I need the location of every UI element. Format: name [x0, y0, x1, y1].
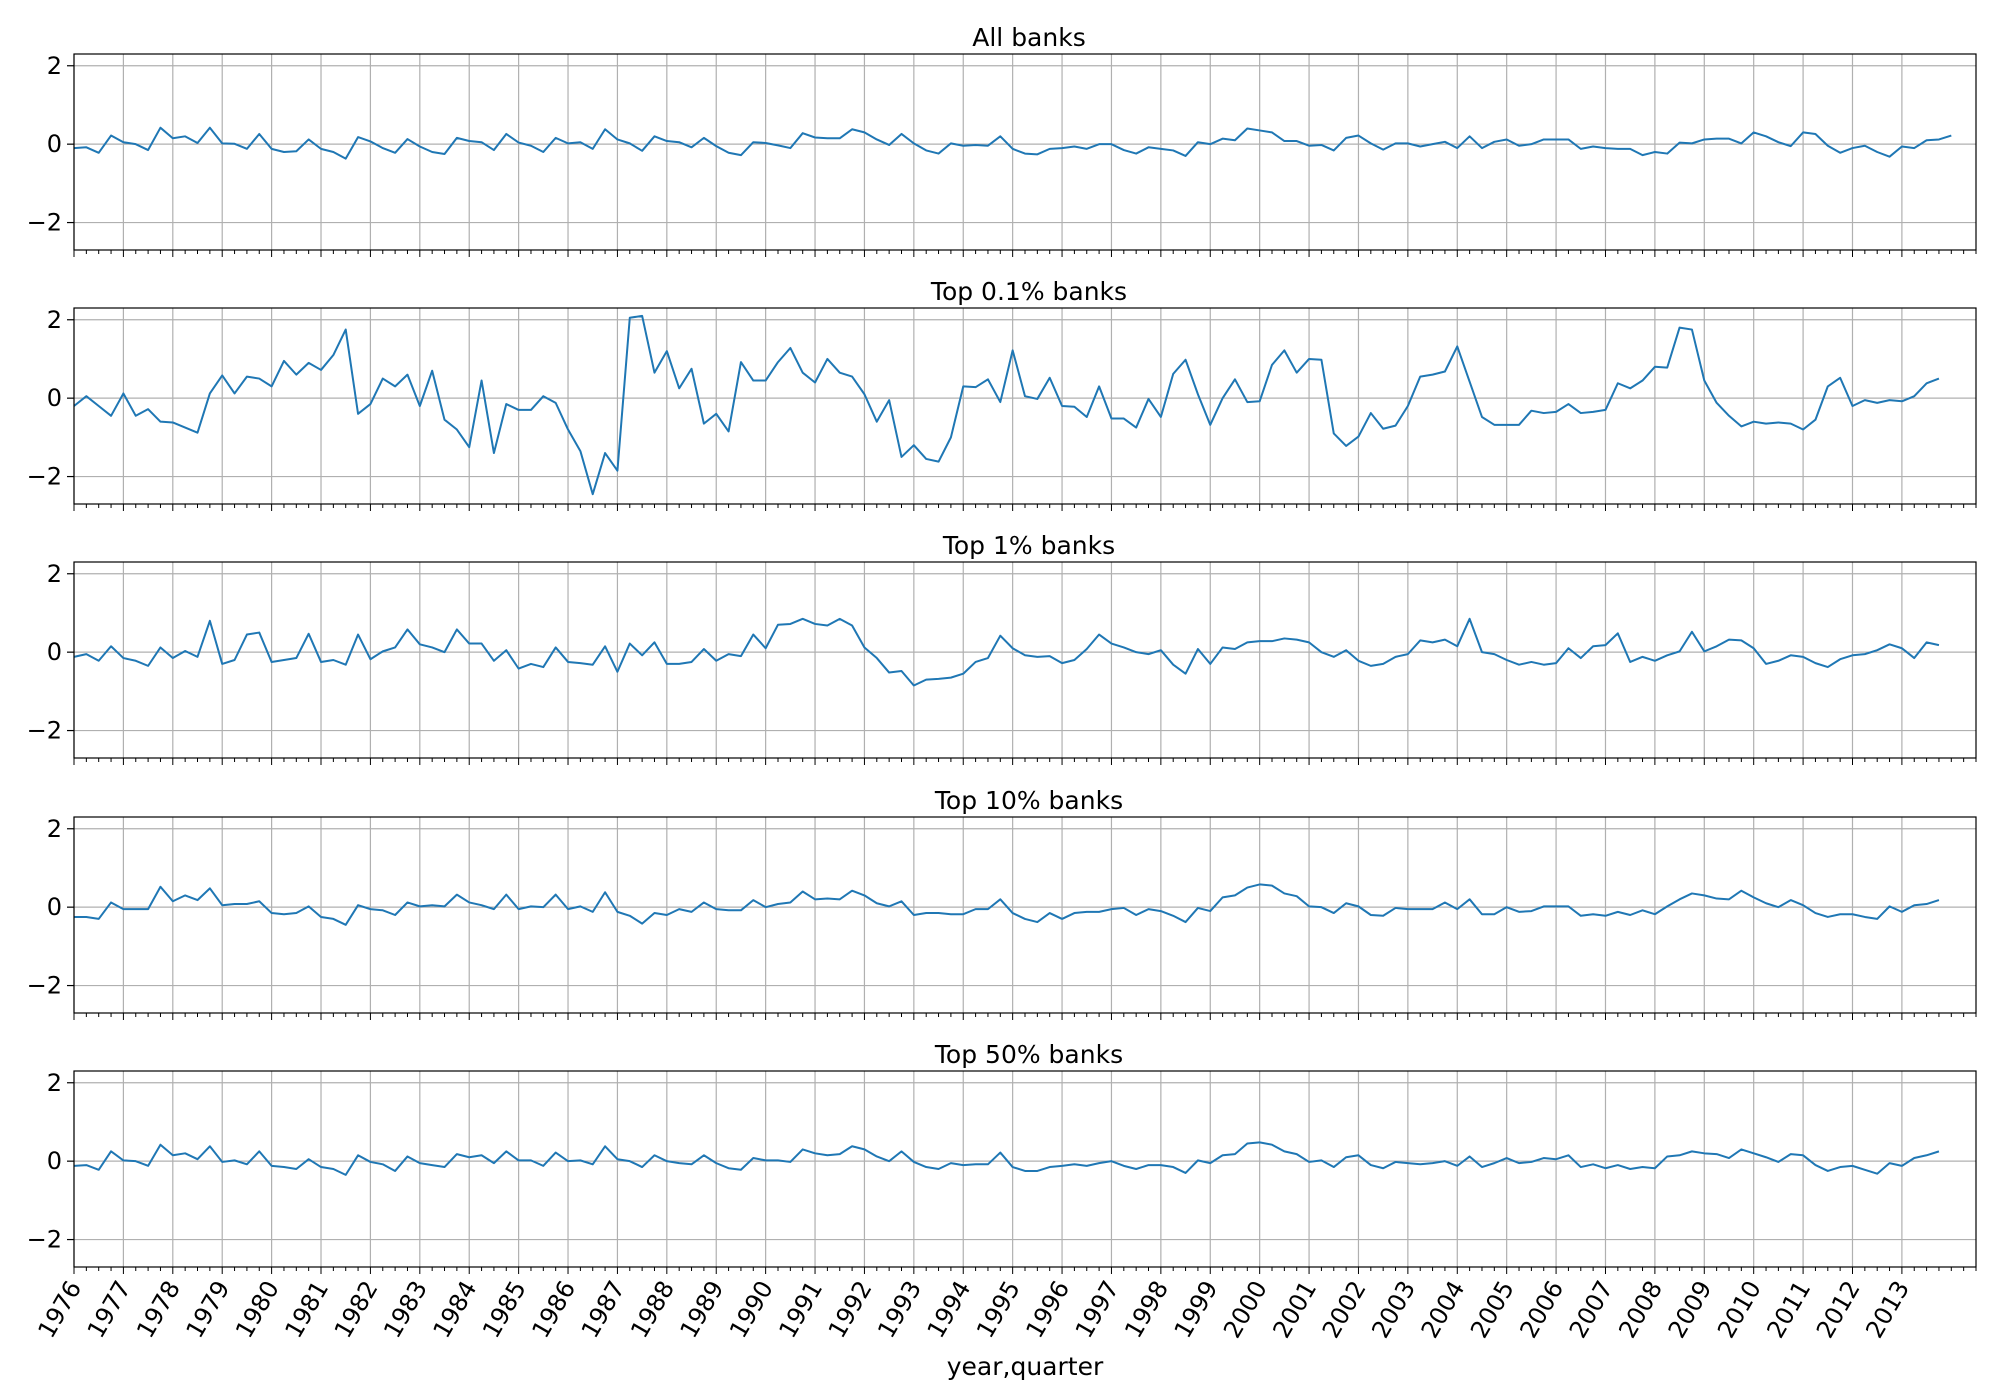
panel-title: Top 1% banks: [942, 531, 1115, 560]
y-tick-label: 0: [47, 130, 62, 158]
y-tick-label: 0: [47, 893, 62, 921]
y-tick-label: 2: [47, 52, 62, 80]
panels: −2 0 2 All banks −2 0 2 Top 0.1% banks −2 0 2 Top 1…: [27, 23, 1977, 1274]
series-line: [74, 883, 1940, 926]
panel-frame: [73, 307, 1977, 505]
panel-frame: [73, 53, 1977, 251]
series-line: [73, 126, 1952, 160]
y-tick-label: 2: [47, 1069, 62, 1097]
y-tick-label: −2: [27, 717, 62, 745]
y-tick-label: −2: [27, 1226, 62, 1254]
series-line: [73, 1141, 1940, 1176]
y-tick-label: 0: [47, 384, 62, 412]
y-tick-label: −2: [27, 463, 62, 491]
panel: −2 0 2 Top 0.1% banks: [27, 277, 1977, 511]
panel: −2 0 2 Top 1% banks: [27, 531, 1977, 765]
panel-title: Top 50% banks: [934, 1040, 1123, 1069]
x-axis-label: year,quarter: [947, 1352, 1104, 1381]
y-tick-label: 2: [47, 306, 62, 334]
y-tick-label: −2: [27, 972, 62, 1000]
panel: −2 0 2 Top 10% banks: [27, 786, 1977, 1020]
y-tick-label: 0: [47, 638, 62, 666]
panel-frame: [73, 561, 1977, 759]
y-tick-label: 2: [47, 815, 62, 843]
panel-frame: [73, 1070, 1977, 1268]
panel-title: Top 0.1% banks: [930, 277, 1127, 306]
panel-frame: [73, 816, 1977, 1014]
panel-title: Top 10% banks: [934, 786, 1123, 815]
y-tick-label: −2: [27, 209, 62, 237]
y-tick-label: 0: [47, 1147, 62, 1175]
series-line: [73, 314, 1940, 496]
y-tick-label: 2: [47, 560, 62, 588]
panel: −2 0 2 All banks: [27, 23, 1977, 257]
panel: −2 0 2 Top 50% banks: [27, 1040, 1977, 1274]
panel-title: All banks: [972, 23, 1085, 52]
series-line: [73, 617, 1940, 687]
